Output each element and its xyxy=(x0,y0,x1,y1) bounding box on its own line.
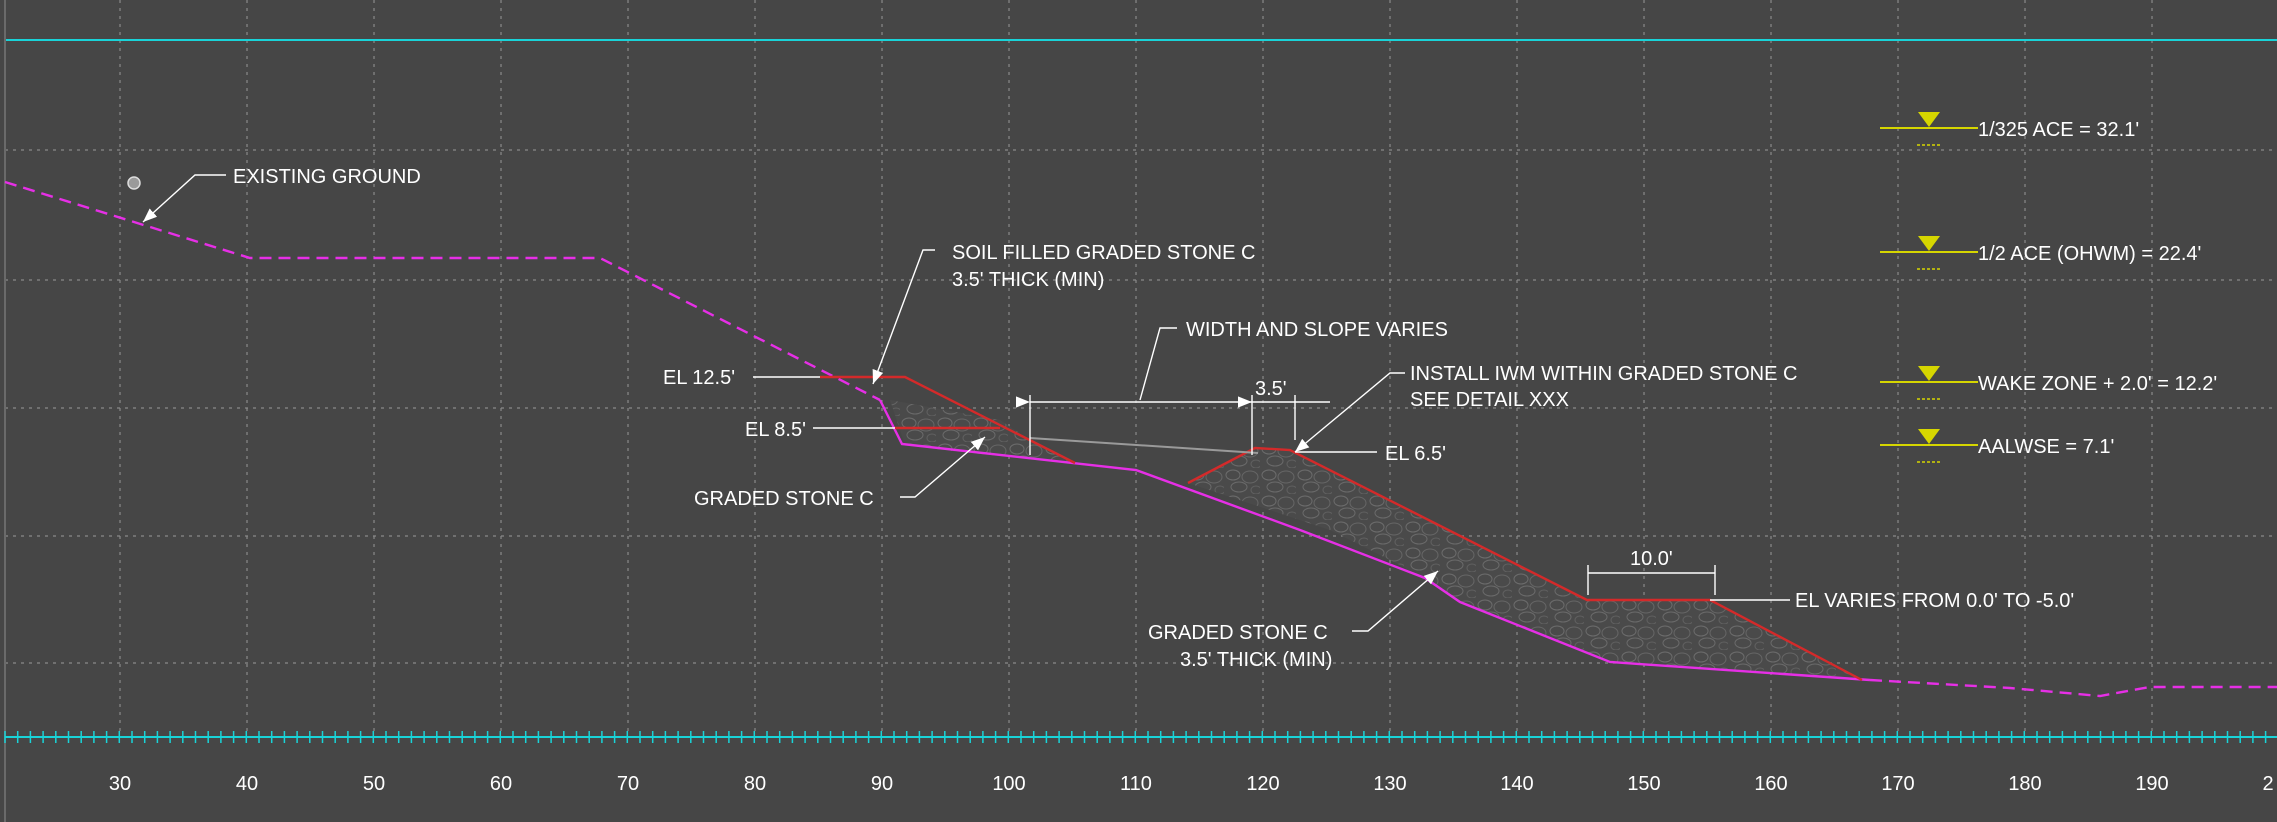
x-tick-label: 140 xyxy=(1500,773,1533,795)
x-tick-label: 50 xyxy=(363,773,385,795)
x-tick-label: 100 xyxy=(992,773,1025,795)
dimension-10-0 xyxy=(1587,565,1716,595)
soil-filled-label-1: SOIL FILLED GRADED STONE C xyxy=(952,242,1255,264)
existing-ground-label: EXISTING GROUND xyxy=(233,166,421,188)
x-tick-label: 170 xyxy=(1881,773,1914,795)
x-axis: 30 40 50 60 70 80 90 100 110 120 130 140 150 160 170 18… xyxy=(4,731,2277,795)
water-level-item: 1/2 ACE (OHWM) = 22.4' xyxy=(1880,236,2201,270)
point-marker xyxy=(127,176,141,190)
install-iwm-label-1: INSTALL IWM WITHIN GRADED STONE C xyxy=(1410,363,1797,385)
water-level-label: 1/325 ACE = 32.1' xyxy=(1978,119,2139,141)
water-level-triangle-icon xyxy=(1918,112,1940,127)
stone-outline-lower xyxy=(1187,446,1863,682)
el-varies-label: EL VARIES FROM 0.0' TO -5.0' xyxy=(1795,590,2074,612)
dim-10-0-label: 10.0' xyxy=(1630,548,1673,570)
proposed-grade-line xyxy=(878,399,1871,682)
water-level-item: AALWSE = 7.1' xyxy=(1880,429,2114,463)
x-tick-label: 70 xyxy=(617,773,639,795)
x-tick-label: 30 xyxy=(109,773,131,795)
x-tick-label: 40 xyxy=(236,773,258,795)
el-8-5-label: EL 8.5' xyxy=(745,419,806,441)
water-level-item: WAKE ZONE + 2.0' = 12.2' xyxy=(1880,366,2217,400)
existing-ground-line-right xyxy=(1869,678,2277,698)
dimension-width-slope xyxy=(1016,395,1330,455)
water-level-legend: 1/325 ACE = 32.1' 1/2 ACE (OHWM) = 22.4' W… xyxy=(1880,112,2217,463)
install-iwm-label-2: SEE DETAIL XXX xyxy=(1410,389,1569,411)
stone-outline-upper xyxy=(820,375,1076,465)
connector-gray-line xyxy=(1029,437,1259,454)
el-12-5-label: EL 12.5' xyxy=(663,367,735,389)
x-tick-label: 90 xyxy=(871,773,893,795)
x-tick-label: 120 xyxy=(1246,773,1279,795)
graded-stone-lower-label-2: 3.5' THICK (MIN) xyxy=(1180,649,1332,671)
x-tick-label: 160 xyxy=(1754,773,1787,795)
x-tick-label: 110 xyxy=(1120,773,1152,795)
el-6-5-label: EL 6.5' xyxy=(1385,443,1446,465)
water-level-triangle-icon xyxy=(1918,429,1940,444)
graded-stone-lower-label-1: GRADED STONE C xyxy=(1148,622,1328,644)
water-level-triangle-icon xyxy=(1918,366,1940,381)
graded-stone-lower-fill xyxy=(1188,448,1862,680)
water-level-label: AALWSE = 7.1' xyxy=(1978,436,2114,458)
width-slope-label: WIDTH AND SLOPE VARIES xyxy=(1186,319,1448,341)
grid xyxy=(5,0,2277,737)
leaders xyxy=(142,174,1790,632)
x-tick-label: 2 xyxy=(2262,773,2273,795)
water-level-label: WAKE ZONE + 2.0' = 12.2' xyxy=(1978,373,2217,395)
x-tick-label: 130 xyxy=(1373,773,1406,795)
graded-stone-upper-label: GRADED STONE C xyxy=(694,488,874,510)
water-level-item: 1/325 ACE = 32.1' xyxy=(1880,112,2139,146)
dim-3-5-label: 3.5' xyxy=(1255,378,1287,400)
water-level-label: 1/2 ACE (OHWM) = 22.4' xyxy=(1978,243,2201,265)
x-tick-label: 60 xyxy=(490,773,512,795)
x-tick-label: 180 xyxy=(2008,773,2041,795)
soil-filled-label-2: 3.5' THICK (MIN) xyxy=(952,269,1104,291)
existing-ground-line xyxy=(4,180,881,402)
x-tick-label: 80 xyxy=(744,773,766,795)
x-tick-label: 190 xyxy=(2135,773,2168,795)
x-tick-label: 150 xyxy=(1627,773,1660,795)
water-level-triangle-icon xyxy=(1918,236,1940,251)
